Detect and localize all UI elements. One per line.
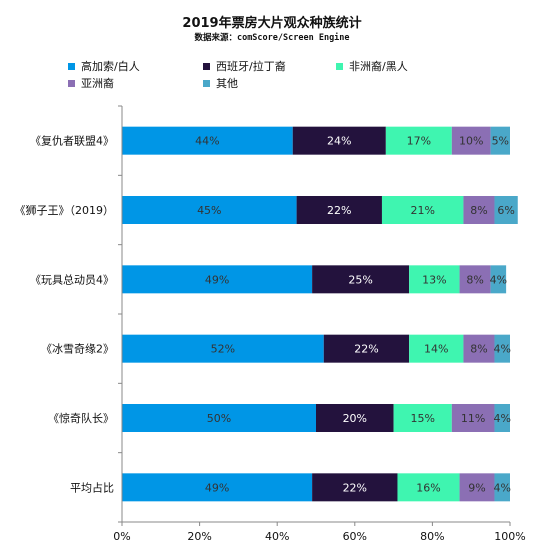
- data-label: 52%: [211, 343, 235, 356]
- chart-title: 2019年票房大片观众种族统计: [182, 16, 362, 31]
- category-label: 《复仇者联盟4》: [30, 134, 114, 148]
- bar-segment: [494, 334, 510, 363]
- data-label: 4%: [494, 481, 511, 494]
- bar-segment: [122, 196, 297, 224]
- bar-segment: [409, 265, 460, 294]
- data-label: 8%: [470, 343, 487, 356]
- legend-item-white: 高加索/白人: [68, 58, 140, 74]
- bar-segment: [122, 126, 293, 155]
- x-tick-label: 60%: [343, 530, 367, 543]
- bar-segment: [316, 404, 394, 432]
- data-label: 44%: [195, 135, 219, 148]
- chart-subtitle: 数据来源：comScore/Screen Engine: [194, 33, 350, 43]
- data-label: 4%: [494, 343, 511, 356]
- bar-segment: [451, 126, 491, 155]
- data-label: 9%: [468, 481, 485, 494]
- data-label: 13%: [422, 273, 446, 286]
- bar-segment: [451, 404, 495, 432]
- bar-segment: [312, 473, 398, 502]
- legend-label: 亚洲裔: [81, 77, 114, 90]
- data-label: 50%: [207, 412, 231, 425]
- data-label: 8%: [470, 204, 487, 217]
- bar-segment: [385, 126, 452, 155]
- bar-segment: [463, 196, 495, 224]
- bar-segment: [463, 334, 495, 363]
- category-label: 《玩具总动员4》: [30, 272, 114, 286]
- data-label: 4%: [490, 273, 507, 286]
- bar-segment: [397, 473, 460, 502]
- bar-segment: [323, 334, 410, 363]
- legend-swatch: [68, 62, 75, 70]
- legend-swatch: [68, 79, 75, 87]
- category-label: 《冰雪奇缘2》: [41, 343, 114, 356]
- data-label: 14%: [424, 343, 448, 356]
- legend-label: 其他: [216, 77, 238, 90]
- category-label: 平均占比: [70, 480, 114, 494]
- data-label: 11%: [461, 412, 485, 425]
- data-label: 20%: [343, 412, 367, 425]
- data-label: 5%: [492, 135, 509, 148]
- bar-segment: [122, 265, 313, 294]
- data-label: 25%: [348, 273, 372, 286]
- x-tick-label: 80%: [420, 530, 444, 543]
- legend-swatch: [203, 62, 210, 70]
- legend-item-asian: 亚洲裔: [68, 75, 114, 91]
- bar-segment: [490, 126, 510, 155]
- legend-item-hispanic: 西班牙/拉丁裔: [203, 58, 286, 74]
- data-label: 15%: [410, 412, 434, 425]
- x-tick-label: 0%: [113, 530, 130, 543]
- category-label: 《惊奇队长》: [48, 411, 114, 425]
- data-label: 22%: [354, 343, 378, 356]
- data-label: 10%: [459, 135, 483, 148]
- x-tick-label: 100%: [494, 530, 525, 543]
- bar-segment: [122, 473, 313, 502]
- data-label: 22%: [343, 481, 367, 494]
- bar-segment: [381, 196, 464, 224]
- bar-segment: [494, 473, 510, 502]
- bar-segment: [296, 196, 382, 224]
- legend-label: 高加索/白人: [81, 60, 140, 73]
- data-label: 49%: [205, 273, 229, 286]
- bar-segment: [494, 196, 518, 224]
- data-label: 17%: [407, 135, 431, 148]
- bar-segment: [312, 265, 410, 294]
- data-label: 22%: [327, 204, 351, 217]
- legend-swatch: [203, 79, 210, 87]
- legend-label: 西班牙/拉丁裔: [216, 60, 286, 73]
- data-label: 45%: [197, 204, 221, 217]
- legend-swatch: [336, 62, 343, 70]
- x-tick-label: 40%: [265, 530, 289, 543]
- data-label: 21%: [410, 204, 434, 217]
- bar-segment: [494, 404, 510, 432]
- bar-segment: [292, 126, 386, 155]
- bar-segment: [393, 404, 452, 432]
- bar-segment: [409, 334, 464, 363]
- data-label: 4%: [494, 412, 511, 425]
- bar-segment: [459, 473, 495, 502]
- bar-segment: [459, 265, 491, 294]
- x-tick-label: 20%: [187, 530, 211, 543]
- data-label: 24%: [327, 135, 351, 148]
- data-label: 49%: [205, 481, 229, 494]
- bar-segment: [122, 334, 324, 363]
- bar-segment: [122, 404, 316, 432]
- data-label: 8%: [466, 273, 483, 286]
- category-label: 《狮子王》（2019）: [15, 204, 115, 217]
- legend-item-black: 非洲裔/黑人: [336, 58, 408, 74]
- data-label: 6%: [497, 204, 514, 217]
- bar-segment: [490, 265, 507, 294]
- legend-item-other: 其他: [203, 75, 238, 91]
- data-label: 16%: [416, 481, 440, 494]
- legend-label: 非洲裔/黑人: [349, 60, 408, 73]
